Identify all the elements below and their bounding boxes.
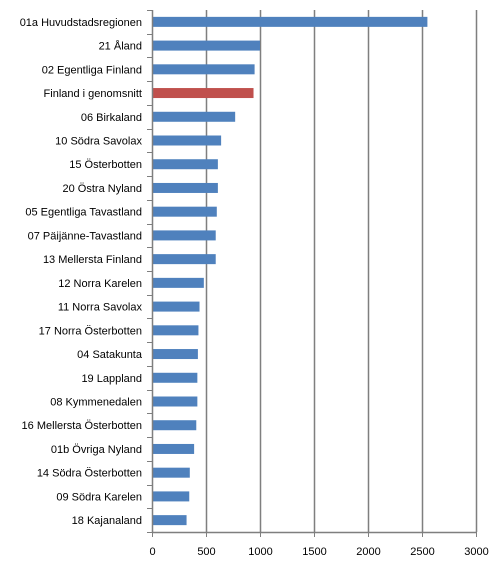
bar-3 xyxy=(152,64,255,75)
category-label: 01a Huvudstadsregionen xyxy=(20,17,142,29)
bar-13 xyxy=(152,301,200,312)
x-tick-label: 0 xyxy=(149,546,155,558)
category-label: 04 Satakunta xyxy=(77,349,143,361)
bar-9 xyxy=(152,206,217,217)
tick-labels: 0 500 1000 1500 2000 2500 3000 xyxy=(149,546,488,558)
category-label: 15 Österbotten xyxy=(69,159,142,171)
bar-8 xyxy=(152,182,218,193)
bar-16 xyxy=(152,372,198,383)
bar-19 xyxy=(152,443,195,454)
bar-11 xyxy=(152,254,216,265)
category-label: 20 Östra Nyland xyxy=(63,183,142,195)
category-label: 02 Egentliga Finland xyxy=(42,64,142,76)
x-tick-label: 1500 xyxy=(302,546,326,558)
category-label: 08 Kymmenedalen xyxy=(50,397,142,409)
category-label: 16 Mellersta Österbotten xyxy=(22,420,142,432)
bar-1 xyxy=(152,16,428,27)
category-label: 07 Päijänne-Tavastland xyxy=(28,230,142,242)
category-label: 09 Södra Karelen xyxy=(56,491,142,503)
bar-6 xyxy=(152,135,222,146)
category-labels: 01a Huvudstadsregionen 21 Åland 02 Egentli… xyxy=(20,17,143,527)
bars xyxy=(152,16,428,526)
bar-12 xyxy=(152,277,204,288)
x-tick-label: 2500 xyxy=(410,546,434,558)
gridlines xyxy=(205,10,478,532)
bar-14 xyxy=(152,325,199,336)
x-tick-label: 2000 xyxy=(356,546,380,558)
bar-15 xyxy=(152,349,198,360)
x-tick-label: 3000 xyxy=(464,546,488,558)
x-tick-label: 500 xyxy=(197,546,215,558)
bar-17 xyxy=(152,396,198,407)
bar-2 xyxy=(152,40,260,51)
category-label: 13 Mellersta Finland xyxy=(43,254,142,266)
category-label: 19 Lappland xyxy=(81,373,142,385)
axes xyxy=(147,10,477,537)
bar-4 xyxy=(152,88,254,99)
category-label: 18 Kajanaland xyxy=(72,515,142,527)
bar-20 xyxy=(152,467,190,478)
category-label: 12 Norra Karelen xyxy=(58,278,142,290)
category-label: 10 Södra Savolax xyxy=(55,136,142,148)
category-label: Finland i genomsnitt xyxy=(44,88,142,100)
category-label: 14 Södra Österbotten xyxy=(37,468,142,480)
category-label: 01b Övriga Nyland xyxy=(51,444,142,456)
bar-5 xyxy=(152,111,236,122)
category-label: 17 Norra Österbotten xyxy=(39,325,142,337)
bar-7 xyxy=(152,159,218,170)
category-label: 06 Birkaland xyxy=(81,112,142,124)
bar-10 xyxy=(152,230,216,241)
category-label: 05 Egentliga Tavastland xyxy=(25,207,142,219)
bar-21 xyxy=(152,491,190,502)
x-tick-label: 1000 xyxy=(248,546,272,558)
category-label: 11 Norra Savolax xyxy=(58,302,143,314)
category-label: 21 Åland xyxy=(99,40,142,53)
bar-22 xyxy=(152,515,187,526)
bar-18 xyxy=(152,420,197,431)
